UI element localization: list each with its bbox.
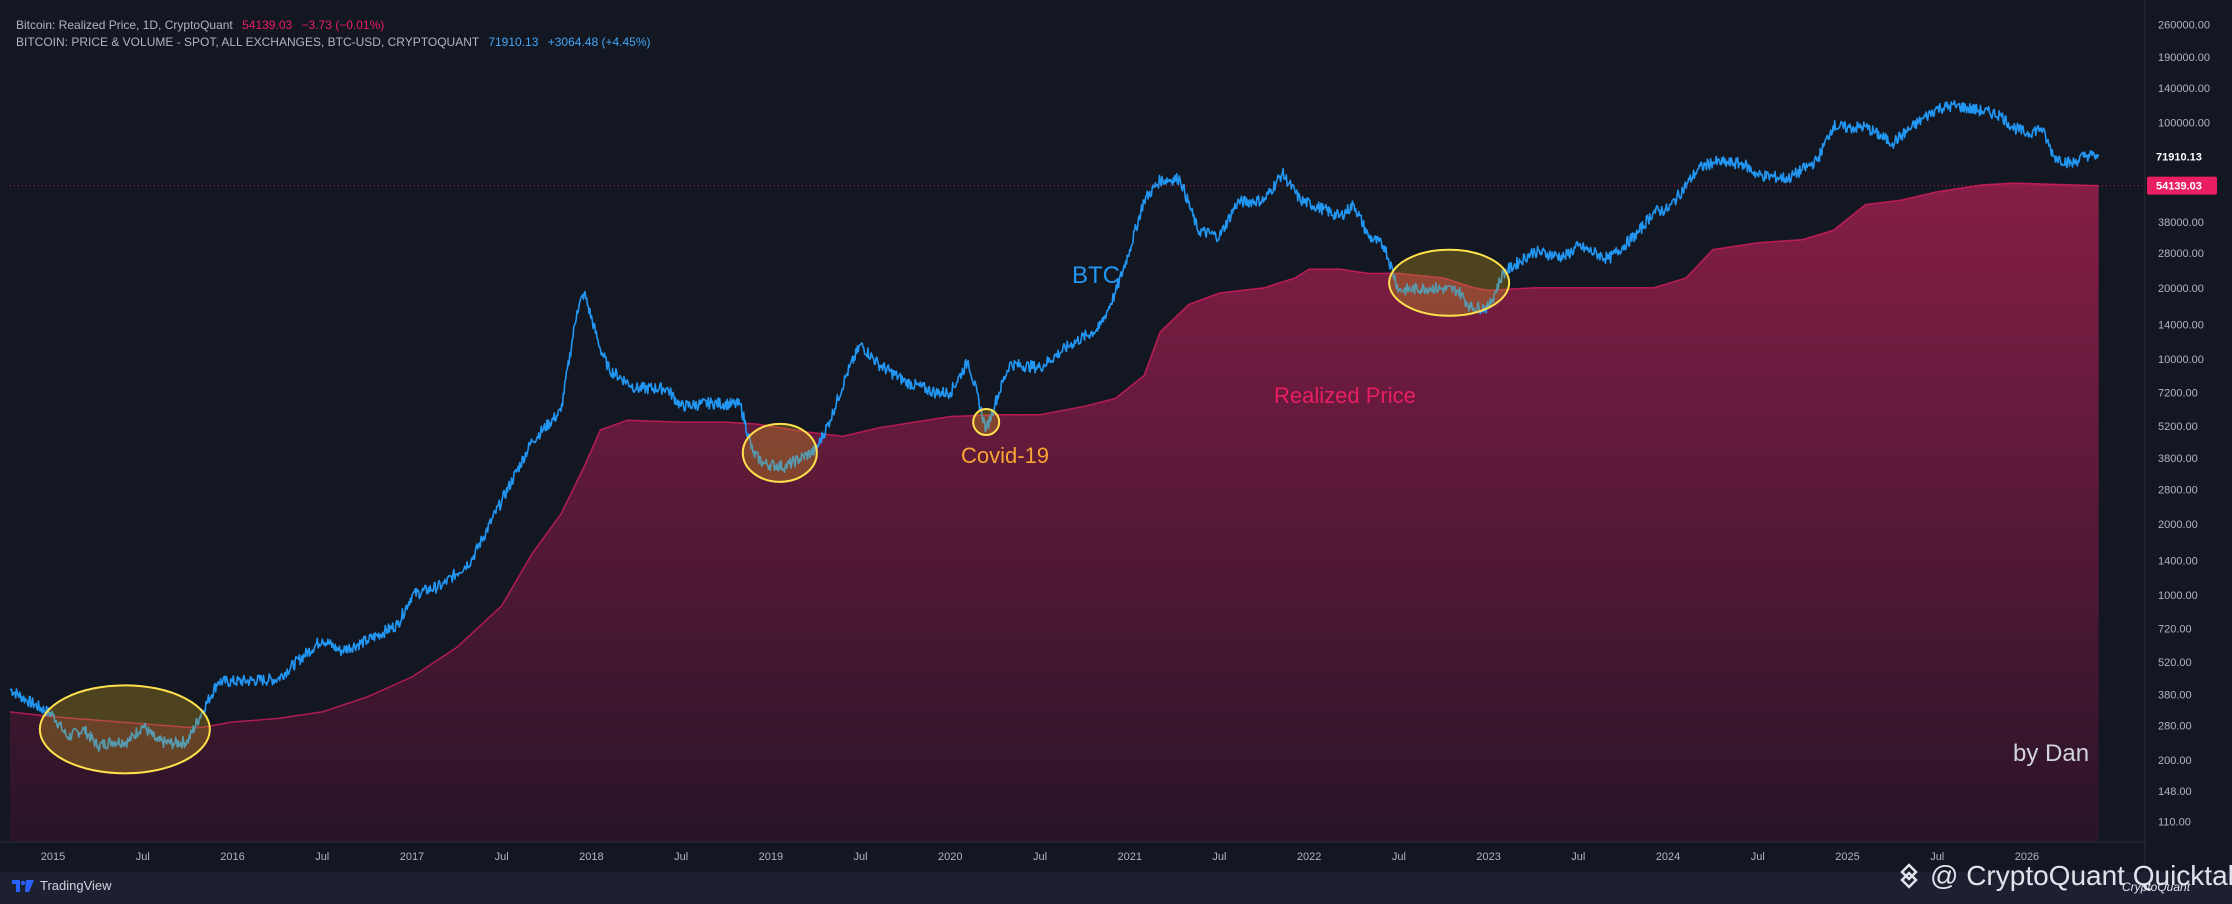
y-tick-label: 520.00 — [2158, 657, 2192, 669]
y-tick-label: 3800.00 — [2158, 453, 2198, 465]
tradingview-icon — [12, 879, 34, 892]
highlight-ellipse-2019 — [741, 422, 818, 483]
x-tick-label: 2017 — [400, 851, 424, 863]
x-tick-label: 2021 — [1117, 851, 1141, 863]
cryptoquant-icon — [1900, 863, 1918, 889]
x-tick-label: Jul — [136, 851, 150, 863]
btc-last-value-bg — [2147, 147, 2217, 166]
y-tick-label: 260000.00 — [2158, 20, 2210, 32]
y-tick-label: 380.00 — [2158, 689, 2192, 701]
x-tick-label: 2016 — [220, 851, 244, 863]
x-tick-label: 2015 — [41, 851, 65, 863]
x-tick-label: Jul — [674, 851, 688, 863]
tradingview-label: TradingView — [40, 878, 112, 893]
x-tick-label: Jul — [1033, 851, 1047, 863]
annotation-by-dan: by Dan — [2013, 740, 2089, 767]
x-tick-label: 2020 — [938, 851, 962, 863]
x-tick-label: Jul — [315, 851, 329, 863]
annotation-realized-price: Realized Price — [1274, 383, 1416, 408]
btc-price-line — [9, 100, 2100, 752]
y-tick-label: 280.00 — [2158, 721, 2192, 733]
legend-btc-change: +3064.48 (+4.45%) — [547, 35, 651, 49]
y-tick-label: 2800.00 — [2158, 484, 2198, 496]
x-tick-label: Jul — [1212, 851, 1226, 863]
legend-btc-value: 71910.13 — [488, 35, 539, 49]
x-tick-label: Jul — [854, 851, 868, 863]
legend-realized-value: 54139.03 — [242, 18, 293, 32]
watermark: @ CryptoQuant Quicktak — [1896, 860, 2232, 892]
legend-btc-price: BITCOIN: PRICE & VOLUME - SPOT, ALL EXCH… — [16, 35, 650, 49]
x-tick-label: 2024 — [1656, 851, 1680, 863]
footer-bar — [0, 872, 2232, 904]
y-tick-label: 5200.00 — [2158, 421, 2198, 433]
y-tick-label: 140000.00 — [2158, 83, 2210, 95]
watermark-text: @ CryptoQuant Quicktak — [1930, 860, 2232, 891]
y-tick-label: 190000.00 — [2158, 52, 2210, 64]
realized-last-value-label: 54139.03 — [2156, 181, 2202, 193]
y-tick-label: 200.00 — [2158, 755, 2192, 767]
annotation-btc: BTC — [1072, 262, 1120, 289]
legend-realized-change: −3.73 (−0.01%) — [301, 18, 385, 32]
highlight-ellipse-covid — [972, 408, 1001, 437]
x-axis: 2015 Jul 2016 Jul 2017 Jul 2018 Jul 2019 Jul 2020 J… — [0, 841, 2145, 863]
y-axis: 260000.00190000.00140000.00100000.005600… — [2144, 0, 2217, 872]
y-tick-label: 38000.00 — [2158, 217, 2204, 229]
x-tick-label: 2026 — [2015, 851, 2039, 863]
y-tick-label: 148.00 — [2158, 786, 2192, 798]
y-tick-label: 10000.00 — [2158, 354, 2204, 366]
y-tick-label: 14000.00 — [2158, 319, 2204, 331]
x-tick-label: Jul — [1392, 851, 1406, 863]
annotations: BTC Realized Price Covid-19 by Dan — [38, 248, 2089, 775]
legend-realized-title: Bitcoin: Realized Price, 1D, CryptoQuant — [16, 18, 233, 32]
realized-price-area — [10, 183, 2099, 843]
x-tick-label: Jul — [1571, 851, 1585, 863]
watermark-small: CryptoQuant — [2122, 880, 2191, 894]
x-tick-label: 2019 — [759, 851, 783, 863]
y-tick-label: 1000.00 — [2158, 590, 2198, 602]
x-tick-label: 2018 — [579, 851, 603, 863]
legend-realized-price: Bitcoin: Realized Price, 1D, CryptoQuant… — [16, 18, 384, 32]
y-tick-label: 720.00 — [2158, 624, 2192, 636]
y-tick-label: 110.00 — [2158, 816, 2191, 828]
y-tick-label: 28000.00 — [2158, 248, 2204, 260]
btc-last-value-label: 71910.13 — [2156, 152, 2202, 164]
x-tick-label: Jul — [495, 851, 509, 863]
x-tick-label: 2022 — [1297, 851, 1321, 863]
y-tick-label: 1400.00 — [2158, 556, 2198, 568]
price-chart[interactable]: 260000.00190000.00140000.00100000.005600… — [0, 0, 2232, 872]
legend-btc-title: BITCOIN: PRICE & VOLUME - SPOT, ALL EXCH… — [16, 35, 479, 49]
realized-price-line — [9, 182, 2099, 729]
plot-area — [9, 100, 2145, 843]
annotation-covid: Covid-19 — [961, 443, 1049, 468]
y-tick-label: 7200.00 — [2158, 388, 2198, 400]
realized-last-value-bg — [2147, 176, 2217, 195]
highlight-ellipse-2022 — [1388, 248, 1511, 317]
y-tick-label: 100000.00 — [2158, 118, 2210, 130]
tradingview-logo[interactable]: TradingView — [12, 878, 112, 893]
x-tick-label: Jul — [1751, 851, 1765, 863]
y-tick-label: 2000.00 — [2158, 519, 2198, 531]
y-tick-label: 20000.00 — [2158, 283, 2204, 295]
x-tick-label: Jul — [1930, 851, 1944, 863]
x-tick-label: 2025 — [1835, 851, 1859, 863]
highlight-ellipse-2015 — [38, 684, 211, 775]
x-tick-label: 2023 — [1476, 851, 1500, 863]
